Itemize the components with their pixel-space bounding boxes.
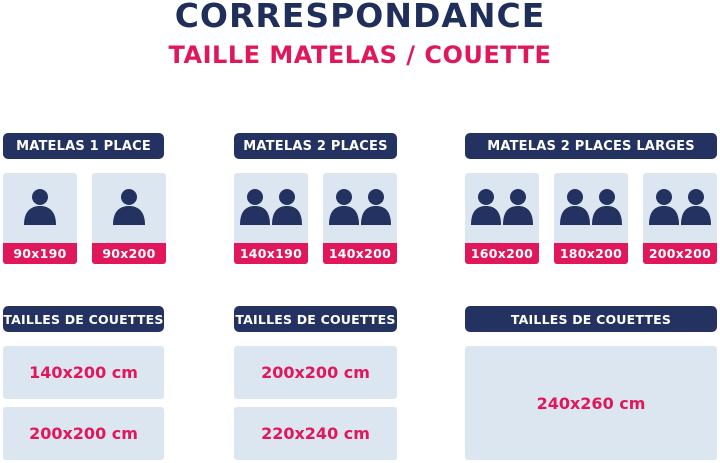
mattress-size-label: 140x200 [323, 243, 397, 264]
two-persons-icon [323, 189, 397, 233]
header-tailles-de-couettes-1: TAILLES DE COUETTES [3, 306, 164, 332]
two-persons-icon [554, 189, 628, 233]
person-icon [92, 189, 166, 233]
two-persons-icon [234, 189, 308, 233]
person-icon [3, 189, 77, 233]
mattress-size-label: 90x190 [3, 243, 77, 264]
mattress-card-90x190: 90x190 [3, 173, 77, 264]
two-persons-icon [465, 189, 539, 233]
two-persons-icon [643, 189, 717, 233]
header-matelas-2-places-larges: MATELAS 2 PLACES LARGES [465, 133, 717, 159]
mattress-size-label: 160x200 [465, 243, 539, 264]
header-matelas-1-place: MATELAS 1 PLACE [3, 133, 164, 159]
duvet-size-240x260: 240x260 cm [465, 346, 717, 460]
mattress-card-180x200: 180x200 [554, 173, 628, 264]
mattress-size-label: 180x200 [554, 243, 628, 264]
duvet-size-140x200: 140x200 cm [3, 346, 164, 399]
mattress-size-label: 90x200 [92, 243, 166, 264]
duvet-size-200x200: 200x200 cm [234, 346, 397, 399]
mattress-card-90x200: 90x200 [92, 173, 166, 264]
mattress-card-140x200: 140x200 [323, 173, 397, 264]
mattress-card-140x190: 140x190 [234, 173, 308, 264]
header-tailles-de-couettes-3: TAILLES DE COUETTES [465, 306, 717, 332]
mattress-size-label: 200x200 [643, 243, 717, 264]
header-tailles-de-couettes-2: TAILLES DE COUETTES [234, 306, 397, 332]
mattress-card-160x200: 160x200 [465, 173, 539, 264]
page-title: CORRESPONDANCE [174, 0, 546, 35]
duvet-size-200x200: 200x200 cm [3, 407, 164, 460]
duvet-size-220x240: 220x240 cm [234, 407, 397, 460]
page-subtitle: TAILLE MATELAS / COUETTE [168, 41, 552, 69]
mattress-size-label: 140x190 [234, 243, 308, 264]
header-matelas-2-places: MATELAS 2 PLACES [234, 133, 397, 159]
mattress-card-200x200: 200x200 [643, 173, 717, 264]
